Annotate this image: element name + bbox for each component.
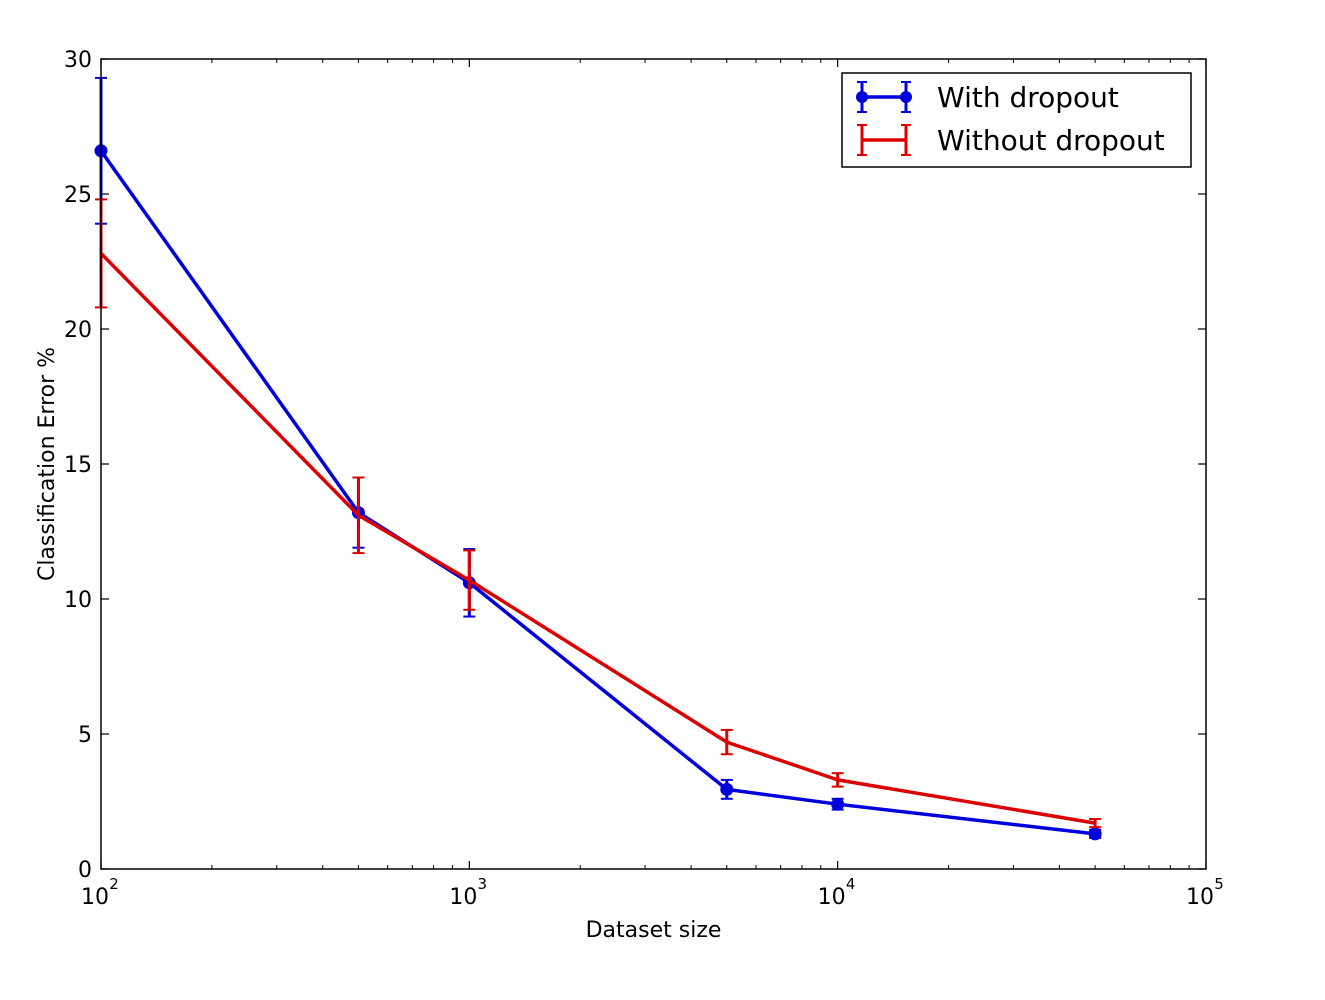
y-tick-label: 15 <box>64 453 92 478</box>
legend-entry-1: With dropout <box>856 81 1119 114</box>
x-tick-exponent: 5 <box>1214 875 1224 893</box>
x-tick-label: 10 <box>1186 885 1214 910</box>
plot-frame <box>100 58 1207 870</box>
y-tick-label: 30 <box>64 48 92 73</box>
series-line <box>99 252 1096 825</box>
legend: With dropout Without dropout <box>841 72 1192 168</box>
x-tick-label: 10 <box>81 885 109 910</box>
legend-label: Without dropout <box>937 124 1165 157</box>
data-point <box>831 797 845 811</box>
legend-marker <box>900 91 912 103</box>
y-tick-label: 10 <box>64 588 92 613</box>
x-tick-exponent: 2 <box>109 875 119 893</box>
x-tick-label: 10 <box>449 885 477 910</box>
x-tick-label: 10 <box>818 885 846 910</box>
y-tick-label: 25 <box>64 183 92 208</box>
plot-area <box>101 59 1206 869</box>
y-tick-label: 5 <box>78 723 92 748</box>
y-axis-label: Classification Error % <box>35 347 60 581</box>
y-tick-label: 20 <box>64 318 92 343</box>
legend-box <box>841 72 1192 168</box>
legend-entry-2: Without dropout <box>857 124 1165 157</box>
data-point <box>1088 827 1102 841</box>
x-axis-label: Dataset size <box>586 918 722 943</box>
x-tick-exponent: 3 <box>478 875 488 893</box>
data-point <box>720 782 734 796</box>
x-tick-exponent: 4 <box>846 875 856 893</box>
legend-marker <box>856 91 868 103</box>
series-line <box>99 149 1096 836</box>
y-tick-label: 0 <box>78 858 92 883</box>
legend-label: With dropout <box>937 81 1119 114</box>
